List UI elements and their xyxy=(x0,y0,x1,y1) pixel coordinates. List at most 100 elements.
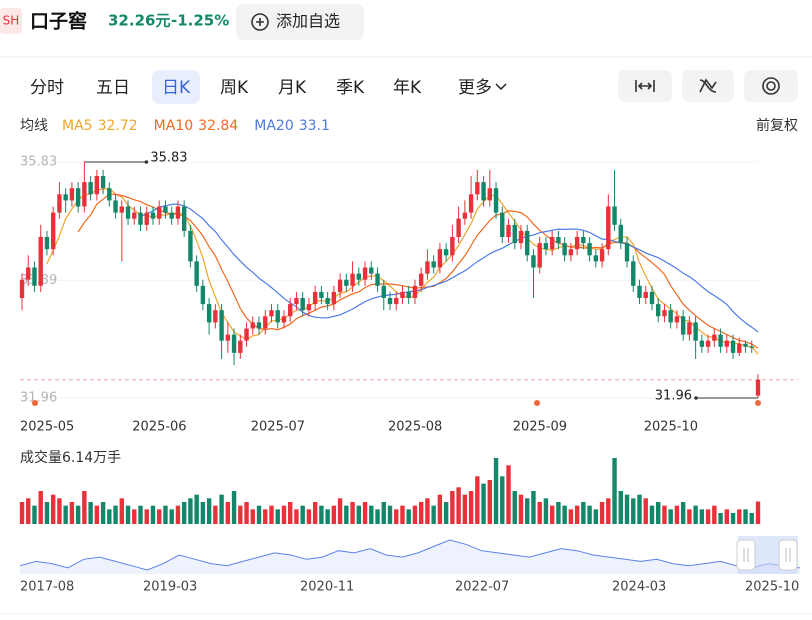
volume-bar xyxy=(687,509,692,524)
ma-line xyxy=(140,203,759,333)
volume-bar xyxy=(662,505,667,524)
tab[interactable]: 日K xyxy=(162,78,191,98)
volume-bar xyxy=(737,509,742,524)
min-label: 31.96 xyxy=(655,389,692,404)
volume-bar xyxy=(556,502,561,524)
volume-bar xyxy=(593,509,599,524)
volume-bar xyxy=(169,509,174,524)
tool-icon[interactable] xyxy=(635,80,655,92)
candle-body xyxy=(344,279,349,286)
volume-bar xyxy=(244,502,249,524)
volume-bar xyxy=(319,505,324,524)
candle-body xyxy=(225,334,231,341)
dropdown-icon[interactable] xyxy=(495,83,507,91)
tool-icon[interactable] xyxy=(766,81,776,91)
volume-bar xyxy=(705,509,711,524)
tab[interactable]: 月K xyxy=(278,78,307,98)
tab[interactable]: 周K xyxy=(220,78,249,98)
navigator-line xyxy=(19,539,801,571)
candle-body xyxy=(119,206,124,213)
volume-bar xyxy=(263,509,268,524)
volume-bar xyxy=(88,502,93,524)
volume-bar xyxy=(288,502,293,524)
candle-body xyxy=(500,212,505,238)
tool-icon[interactable] xyxy=(699,78,717,93)
volume-bar xyxy=(194,494,199,524)
navigator-handle[interactable] xyxy=(778,539,798,571)
candle-body xyxy=(705,340,711,347)
candle-body xyxy=(549,237,555,250)
candle-body xyxy=(537,243,542,268)
x-tick-label: 2025-10 xyxy=(644,420,698,435)
tool-icon[interactable] xyxy=(762,77,780,95)
candle-body xyxy=(100,176,106,189)
candle-body xyxy=(394,297,399,305)
legend-ma-name: MA20 xyxy=(254,118,293,134)
volume-bar xyxy=(275,509,280,524)
candle-body xyxy=(562,243,567,256)
volume-label: 成交量6.14万手 xyxy=(20,449,121,466)
plus-icon[interactable] xyxy=(251,13,269,31)
volume-bar xyxy=(119,498,124,524)
volume-bar xyxy=(213,505,218,524)
volume-bar xyxy=(612,458,617,524)
tab[interactable]: 更多 xyxy=(458,78,492,98)
adjust-mode[interactable]: 前复权 xyxy=(756,117,798,134)
event-dot[interactable] xyxy=(755,400,761,406)
volume-bar xyxy=(331,505,337,524)
tab[interactable]: 五日 xyxy=(96,78,130,98)
x-tick-label: 2025-07 xyxy=(251,420,305,435)
volume-bar xyxy=(125,505,131,524)
plus-icon[interactable] xyxy=(256,18,264,26)
tab-selected-bg[interactable] xyxy=(152,70,200,104)
candle-body xyxy=(132,212,137,219)
event-dot[interactable] xyxy=(32,400,38,406)
navigator-label: 2019-03 xyxy=(143,580,197,595)
volume-bar xyxy=(643,498,648,524)
tab[interactable]: 年K xyxy=(393,78,422,98)
volume-bar xyxy=(26,498,31,524)
candle-body xyxy=(512,224,517,244)
volume-bar xyxy=(188,498,193,524)
navigator-label: 2022-07 xyxy=(455,580,509,595)
max-dot xyxy=(144,160,149,164)
candle-body xyxy=(57,194,62,213)
candle-body xyxy=(574,237,580,250)
candle-body xyxy=(730,340,736,353)
candle-body xyxy=(456,218,461,238)
candle-body xyxy=(319,291,324,298)
tab[interactable]: 分时 xyxy=(30,78,64,98)
volume-bar xyxy=(562,505,567,524)
volume-bar xyxy=(132,509,137,524)
watch-button-bg[interactable] xyxy=(236,4,364,40)
volume-bar xyxy=(431,505,436,524)
volume-bar xyxy=(144,509,149,524)
event-dot[interactable] xyxy=(534,400,540,406)
candle-body xyxy=(94,176,100,195)
candle-body xyxy=(19,279,25,298)
candle-body xyxy=(150,212,156,219)
volume-bar xyxy=(206,498,212,524)
tab[interactable]: 季K xyxy=(336,78,365,98)
tool-button[interactable] xyxy=(744,70,798,102)
volume-bar xyxy=(749,513,754,524)
watch-label[interactable]: 添加自选 xyxy=(276,12,340,31)
volume-bar xyxy=(693,505,698,524)
volume-bar xyxy=(537,502,542,524)
navigator-grip[interactable] xyxy=(743,548,749,562)
navigator-handle[interactable] xyxy=(736,539,756,571)
navigator-grip[interactable] xyxy=(785,548,791,562)
volume-bar xyxy=(525,498,530,524)
volume-bar xyxy=(637,494,642,524)
candle-body xyxy=(288,304,293,317)
candle-body xyxy=(462,212,468,219)
volume-bar xyxy=(350,502,355,524)
candle-body xyxy=(568,249,574,256)
candle-body xyxy=(82,182,87,207)
candle-body xyxy=(275,310,280,323)
candle-body xyxy=(44,237,50,250)
watch-button[interactable]: 添加自选 xyxy=(236,4,364,40)
volume-bar xyxy=(157,509,162,524)
volume-bar xyxy=(606,498,611,524)
